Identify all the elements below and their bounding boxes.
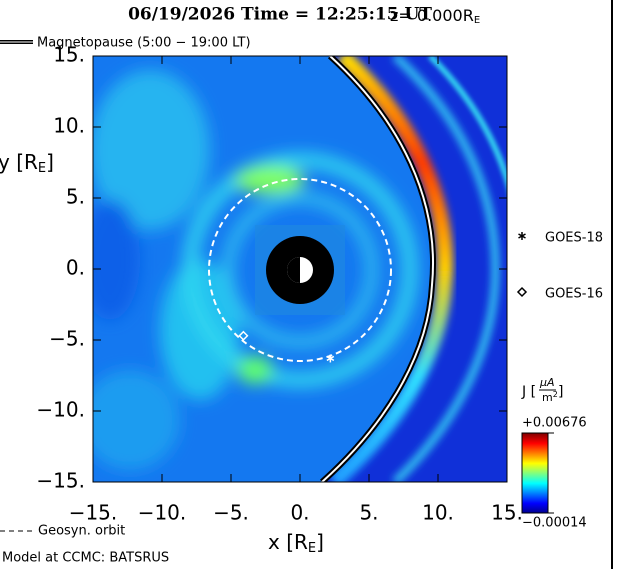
chart-title: 06/19/2026 Time = 12:25:15 UT xyxy=(128,5,432,25)
cb-den: m2 xyxy=(542,390,558,405)
cb-den-text: m xyxy=(542,391,553,404)
y-tick-label: 5. xyxy=(66,185,85,209)
y-tick-label: 0. xyxy=(66,256,85,280)
y-label-text: y [R xyxy=(0,150,38,174)
legend-label: Magnetopause (5:00 − 19:00 LT) xyxy=(37,36,251,51)
earth-night xyxy=(287,257,300,283)
field xyxy=(93,56,507,482)
marker-label: GOES-18 xyxy=(545,231,603,246)
x-tick-label: −15. xyxy=(69,501,118,525)
colorbar-label: J [ xyxy=(521,384,536,400)
y-tick-label: 10. xyxy=(53,114,85,138)
x-tick-label: 10. xyxy=(422,501,454,525)
cb-den-sup: 2 xyxy=(553,390,558,399)
geosync-orbit xyxy=(208,178,392,362)
y-tick-label: −10. xyxy=(36,398,85,422)
x-tick-label: 15. xyxy=(491,501,523,525)
cb-num: μA xyxy=(539,376,555,389)
marker xyxy=(516,286,528,298)
x-tick-label: −5. xyxy=(213,501,249,525)
marker xyxy=(238,330,249,341)
y-label-end: ] xyxy=(46,150,54,174)
y-axis-label: y [RE] xyxy=(0,150,54,176)
z-label-text: z= 0.000R xyxy=(390,6,474,25)
colorbar-tick-label: −0.00014 xyxy=(522,516,587,531)
marker xyxy=(518,232,526,240)
z-label: z= 0.000RE xyxy=(390,6,480,27)
magnetopause-inner xyxy=(321,56,434,482)
x-tick-label: −10. xyxy=(138,501,187,525)
marker-stroke xyxy=(518,233,526,239)
colorbar-tick-label: +0.00676 xyxy=(522,416,587,431)
marker xyxy=(326,354,335,363)
field-blobs xyxy=(93,70,417,470)
colorbar xyxy=(521,432,549,514)
marker-stroke xyxy=(326,355,335,362)
x-tick-label: 5. xyxy=(359,501,378,525)
cb-end: ] xyxy=(558,384,563,400)
marker-stroke xyxy=(516,286,528,298)
x-tick-label: 0. xyxy=(290,501,309,525)
x-axis-label: x [RE] xyxy=(268,530,324,556)
y-tick-label: 15. xyxy=(53,43,85,67)
y-tick-label: −5. xyxy=(49,327,85,351)
legend-label: Geosyn. orbit xyxy=(38,524,125,539)
x-label-end: ] xyxy=(316,530,324,554)
y-tick-label: −15. xyxy=(36,469,85,493)
x-label-sub: E xyxy=(308,541,316,556)
marker-stroke xyxy=(238,330,249,341)
marker-label: GOES-16 xyxy=(545,287,603,302)
z-label-sub: E xyxy=(474,15,480,26)
cb-text: J [ xyxy=(521,384,536,400)
y-label-sub: E xyxy=(38,161,46,176)
footer: Model at CCMC: BATSRUS xyxy=(2,551,169,566)
x-label-text: x [R xyxy=(268,530,308,554)
